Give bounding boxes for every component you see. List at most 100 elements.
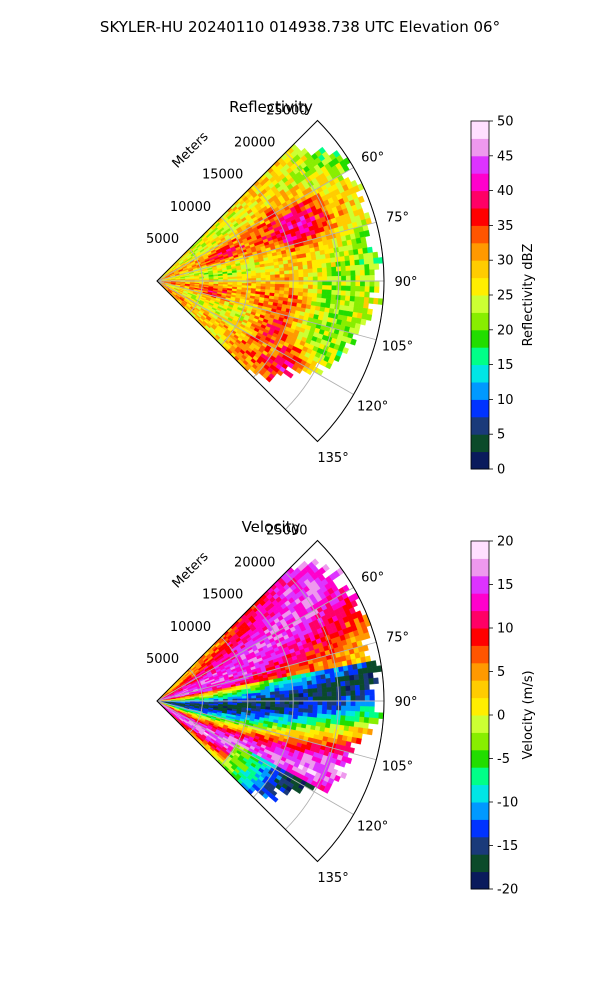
colorbar-band [471, 715, 489, 733]
range-tick-label: 20000 [234, 136, 275, 151]
colorbar-tick-label: 10 [497, 622, 514, 637]
colorbar-tick-label: 0 [497, 463, 505, 478]
range-tick-label: 20000 [234, 556, 275, 571]
colorbar-tick-label: 15 [497, 578, 514, 593]
azimuth-tick-label: 60° [361, 151, 384, 166]
colorbar-band [471, 541, 489, 559]
colorbar-band [471, 593, 489, 612]
colorbar-band [471, 610, 489, 629]
range-tick-label: 25000 [266, 523, 307, 538]
colorbar-band [471, 260, 489, 279]
colorbar-band [471, 434, 489, 453]
colorbar-band [471, 416, 489, 435]
azimuth-spoke [156, 700, 354, 815]
colorbar-tick-label: 0 [497, 709, 505, 724]
colorbar: 0 5 10 15 20 25 30 35 40 45 50 Reflectivity dBZ [470, 115, 536, 478]
colorbar-tick-label: -20 [497, 883, 518, 898]
colorbar-band [471, 190, 489, 209]
range-tick-label: 5000 [146, 232, 179, 247]
colorbar-band [471, 312, 489, 331]
range-axis-label: Meters [170, 549, 212, 591]
sector-frame [156, 539, 385, 863]
colorbar-tick-label: -15 [497, 839, 518, 854]
azimuth-tick-label: 120° [357, 820, 388, 835]
colorbar-tick-label: 40 [497, 184, 514, 199]
colorbar-band [471, 225, 489, 244]
colorbar-tick-label: -10 [497, 796, 518, 811]
azimuth-tick-label: 120° [357, 400, 388, 415]
azimuth-tick-label: 105° [382, 759, 413, 774]
colorbar-tick-label: 30 [497, 254, 514, 269]
colorbar-tick-label: 20 [497, 323, 514, 338]
colorbar-tick-label: -5 [497, 752, 510, 767]
colorbar-tick-label: 35 [497, 219, 514, 234]
colorbar-band [471, 575, 489, 594]
sector-frame [156, 119, 385, 443]
azimuth-spoke [156, 587, 354, 702]
azimuth-tick-label: 75° [386, 631, 409, 646]
azimuth-tick-label: 135° [317, 451, 348, 466]
range-tick-label: 15000 [202, 168, 243, 183]
colorbar-band [471, 295, 489, 313]
azimuth-spoke [156, 221, 377, 282]
colorbar-tick-label: 15 [497, 358, 514, 373]
panels: Reflectivity500010000150002000025000Mete… [146, 98, 536, 898]
colorbar-band [471, 749, 489, 768]
range-tick-label: 10000 [170, 200, 211, 215]
colorbar-band [471, 155, 489, 174]
colorbar-tick-label: 45 [497, 149, 514, 164]
azimuth-spoke [156, 167, 354, 282]
colorbar-band [471, 628, 489, 646]
range-tick-label: 5000 [146, 652, 179, 667]
colorbar-band [471, 645, 489, 664]
colorbar-band [471, 662, 489, 681]
colorbar-tick-label: 25 [497, 289, 514, 304]
azimuth-spoke [156, 280, 377, 341]
panel-reflectivity: Reflectivity 5000 10000 15000 20000 25000 Mete… [146, 98, 536, 478]
colorbar-band [471, 364, 489, 383]
colorbar-tick-label: 50 [497, 115, 514, 130]
azimuth-tick-label: 135° [317, 871, 348, 886]
panel-title: Reflectivity [229, 98, 313, 116]
colorbar-band [471, 802, 489, 820]
panel-title: Velocity [242, 518, 301, 536]
colorbar-band [471, 871, 489, 890]
colorbar-band [471, 819, 489, 838]
radar-field [156, 143, 384, 383]
range-tick-label: 25000 [266, 103, 307, 118]
colorbar-band [471, 680, 489, 699]
colorbar-band [471, 767, 489, 786]
colorbar-band [471, 451, 489, 470]
colorbar-band [471, 836, 489, 855]
colorbar-band [471, 208, 489, 226]
azimuth-spoke [156, 641, 377, 702]
figure-suptitle: SKYLER-HU 20240110 014938.738 UTC Elevat… [100, 18, 500, 36]
panel-velocity: Velocity 5000 10000 15000 20000 25000 Meters 60… [146, 518, 536, 898]
colorbar-band [471, 399, 489, 418]
colorbar-label: Velocity (m/s) [521, 670, 536, 759]
colorbar-band [471, 854, 489, 873]
range-tick-label: 10000 [170, 620, 211, 635]
azimuth-tick-label: 75° [386, 211, 409, 226]
colorbar-band [471, 277, 489, 296]
colorbar-band [471, 732, 489, 751]
colorbar-tick-label: 20 [497, 535, 514, 550]
colorbar-band [471, 121, 489, 139]
radar-field [156, 558, 384, 803]
colorbar: -20 -15 -10 -5 0 5 10 15 20 Velocity (m/s) [470, 535, 536, 898]
colorbar-band [471, 242, 489, 261]
colorbar-tick-label: 5 [497, 428, 505, 443]
azimuth-tick-label: 90° [394, 275, 417, 290]
colorbar-band [471, 347, 489, 366]
azimuth-spoke [156, 280, 354, 395]
azimuth-spoke [156, 700, 377, 761]
colorbar-band [471, 382, 489, 400]
colorbar-tick-label: 5 [497, 665, 505, 680]
colorbar-tick-label: 10 [497, 393, 514, 408]
azimuth-tick-label: 60° [361, 571, 384, 586]
range-axis-label: Meters [170, 129, 212, 171]
colorbar-band [471, 173, 489, 192]
range-tick-label: 15000 [202, 588, 243, 603]
colorbar-label: Reflectivity dBZ [521, 244, 536, 347]
